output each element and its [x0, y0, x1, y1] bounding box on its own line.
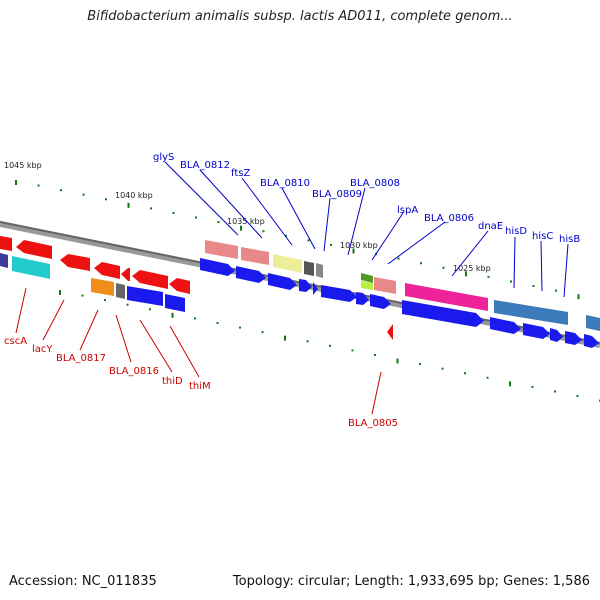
gene-arrow [268, 273, 297, 290]
gene-arrow [273, 254, 302, 273]
gene-arrow [321, 285, 357, 302]
gene-block-middle-forward [200, 240, 396, 340]
gene-arrow [169, 278, 190, 294]
forward-gene-labels: glyS BLA_0812 ftsZ BLA_0810 BLA_0809 BLA… [153, 152, 580, 245]
gene-label-bla-0805: BLA_0805 [348, 418, 398, 429]
gene-block-right-forward [402, 283, 600, 348]
ruler-label-1040: 1040 kbp [115, 191, 153, 200]
ruler-label-1035: 1035 kbp [227, 217, 265, 226]
gene-arrow [387, 324, 393, 340]
gene-arrow [0, 236, 12, 251]
genome-stats-label: Topology: circular; Length: 1,933,695 bp… [232, 574, 590, 589]
gene-label-bla-0817: BLA_0817 [56, 353, 106, 364]
gene-arrow [91, 278, 114, 296]
gene-label-lspa: lspA [397, 205, 418, 216]
gene-label-dnae: dnaE [478, 221, 503, 232]
gene-arrow [405, 283, 488, 311]
gene-arrow [60, 254, 90, 271]
gene-arrow [16, 240, 52, 259]
gene-arrow [374, 277, 396, 294]
gene-arrow [584, 334, 599, 348]
gene-label-ftsz: ftsZ [231, 168, 250, 179]
gene-arrow [490, 317, 521, 334]
gene-arrow [402, 300, 484, 327]
gene-arrow [165, 294, 185, 312]
gene-label-hisb: hisB [559, 234, 580, 245]
ruler-label-1030: 1030 kbp [340, 241, 378, 250]
gene-arrow [94, 262, 120, 279]
gene-label-hisd: hisD [505, 226, 527, 237]
accession-label: Accession: NC_011835 [9, 574, 157, 589]
gene-arrow [205, 240, 238, 259]
gene-arrow [241, 247, 269, 265]
gene-arrow [12, 256, 50, 279]
gene-arrow [299, 279, 312, 292]
gene-arrow [370, 294, 391, 309]
gene-arrow [523, 323, 550, 339]
ruler-label-1025: 1025 kbp [453, 264, 491, 273]
reverse-label-leaders [15, 287, 382, 415]
gene-arrow [494, 300, 568, 325]
ruler-labels: 1045 kbp 1040 kbp 1035 kbp 1030 kbp 1025… [4, 161, 491, 273]
gene-arrow [304, 261, 314, 276]
gene-arrow [132, 270, 168, 289]
gene-arrow [121, 268, 130, 281]
gene-label-bla-0812: BLA_0812 [180, 160, 230, 171]
map-title: Bifidobacterium animalis subsp. lactis A… [87, 9, 513, 24]
gene-arrow [236, 266, 266, 283]
gene-label-thim: thiM [189, 381, 211, 392]
forward-label-leaders [164, 161, 569, 298]
reverse-gene-labels: cscA lacY BLA_0817 BLA_0816 thiD thiM BL… [4, 336, 398, 429]
gene-arrow [361, 273, 373, 283]
gene-arrow [0, 253, 8, 268]
gene-label-bla-0816: BLA_0816 [109, 366, 159, 377]
ruler-label-1045: 1045 kbp [4, 161, 42, 170]
gene-arrow [313, 282, 318, 295]
gene-label-lacy: lacY [32, 344, 53, 355]
ruler-ticks [15, 180, 600, 402]
gene-label-bla-0806: BLA_0806 [424, 213, 474, 224]
gene-arrow [361, 281, 373, 290]
gene-arrow [127, 286, 163, 306]
gene-arrow [586, 315, 600, 331]
gene-label-bla-0808: BLA_0808 [350, 178, 400, 189]
gene-label-bla-0810: BLA_0810 [260, 178, 310, 189]
gene-label-thid: thiD [162, 376, 183, 387]
gene-arrow [200, 258, 235, 276]
gene-arrow [565, 331, 582, 345]
gene-arrow [356, 292, 369, 305]
gene-label-bla-0809: BLA_0809 [312, 189, 362, 200]
gene-arrow [550, 328, 563, 342]
gene-arrow [116, 283, 125, 299]
gene-label-csca: cscA [4, 336, 27, 347]
gene-label-glys: glyS [153, 152, 174, 163]
gene-block-left-reverse [0, 236, 190, 312]
gene-label-hisc: hisC [532, 231, 553, 242]
gene-arrow [316, 263, 323, 278]
